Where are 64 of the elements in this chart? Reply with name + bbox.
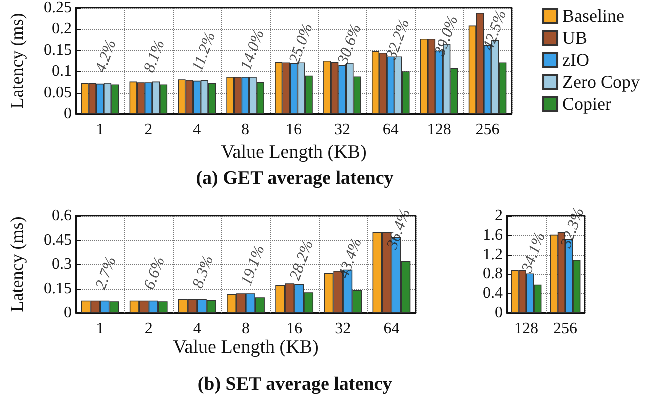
y-tick-label: 1.2 xyxy=(483,246,503,264)
x-tick-label: 2 xyxy=(144,122,153,138)
y-tick-label: 0.25 xyxy=(44,0,72,16)
annotation: 32.3% xyxy=(558,206,588,252)
text: (a) GET average latency xyxy=(196,168,394,189)
legend-label: UB xyxy=(562,28,588,48)
y-tick-label: 0.1 xyxy=(52,63,72,80)
x-tick-label: 32 xyxy=(335,320,352,338)
x-tick-label: 4 xyxy=(193,320,202,338)
x-tick-label: 16 xyxy=(286,320,303,338)
x-tick-label: 8 xyxy=(242,122,250,138)
x-tick-label: 64 xyxy=(382,122,399,138)
annotation: 43.4% xyxy=(336,236,366,281)
annotation: 11.2% xyxy=(189,30,220,74)
y-tick-label: 0 xyxy=(495,304,503,322)
x-tick-label: 1 xyxy=(96,122,104,138)
x-tick-label: 64 xyxy=(384,320,400,338)
y-tick-label: 0.45 xyxy=(44,232,72,249)
y-axis-title: Latency (ms) xyxy=(7,13,27,109)
legend-label: Baseline xyxy=(562,6,625,26)
legend-label: Copier xyxy=(562,94,612,114)
annotation: 25.0% xyxy=(286,21,316,66)
y-tick-label: 2 xyxy=(495,208,503,224)
y-tick-label: 0.05 xyxy=(44,84,72,102)
x-tick-label: 16 xyxy=(286,122,302,138)
y-tick-label: 0.8 xyxy=(483,266,503,283)
legend-label: zIO xyxy=(562,50,590,70)
annotation: 39.0% xyxy=(431,14,462,60)
x-tick-label: 256 xyxy=(476,122,500,138)
x-tick-label: 4 xyxy=(193,122,202,138)
annotation: 19.1% xyxy=(238,243,268,288)
annotation: 14.0% xyxy=(238,28,268,72)
y-tick-label: 0.15 xyxy=(44,42,72,59)
x-tick-label: 128 xyxy=(514,320,538,338)
annotation: 28.2% xyxy=(286,238,318,283)
annotation: 4.2% xyxy=(92,38,120,76)
y-tick-label: 1.6 xyxy=(483,226,503,244)
x-axis-title: Value Length (KB) xyxy=(221,142,367,163)
x-tick-label: 128 xyxy=(427,122,452,138)
y-tick-label: 0.4 xyxy=(483,285,503,302)
annotation: 32.2% xyxy=(382,17,414,63)
annotation: 6.6% xyxy=(141,254,169,292)
y-tick-label: 0 xyxy=(64,304,72,322)
y-axis-title: Latency (ms) xyxy=(7,216,27,312)
x-tick-label: 8 xyxy=(242,320,250,338)
annotation: 34.1% xyxy=(518,230,549,276)
x-tick-label: 1 xyxy=(96,320,104,338)
annotation: 8.3% xyxy=(190,254,218,291)
y-tick-label: 0.3 xyxy=(52,256,72,273)
legend-label: Zero Copy xyxy=(562,72,640,92)
text: (b) SET average latency xyxy=(198,374,393,395)
y-tick-label: 0.6 xyxy=(52,208,72,224)
x-tick-label: 2 xyxy=(144,320,153,338)
annotation: 8.1% xyxy=(141,38,168,76)
annotation: 36.4% xyxy=(384,207,414,253)
x-axis-title: Value Length (KB) xyxy=(173,336,319,358)
annotation: 30.6% xyxy=(334,22,365,68)
annotation: 42.5% xyxy=(480,8,510,53)
y-tick-label: 0 xyxy=(64,106,72,122)
y-tick-label: 0.2 xyxy=(52,20,72,38)
x-tick-label: 32 xyxy=(334,122,350,138)
x-tick-label: 256 xyxy=(554,320,578,338)
y-tick-label: 0.15 xyxy=(44,280,72,298)
annotation: 2.7% xyxy=(92,254,120,292)
